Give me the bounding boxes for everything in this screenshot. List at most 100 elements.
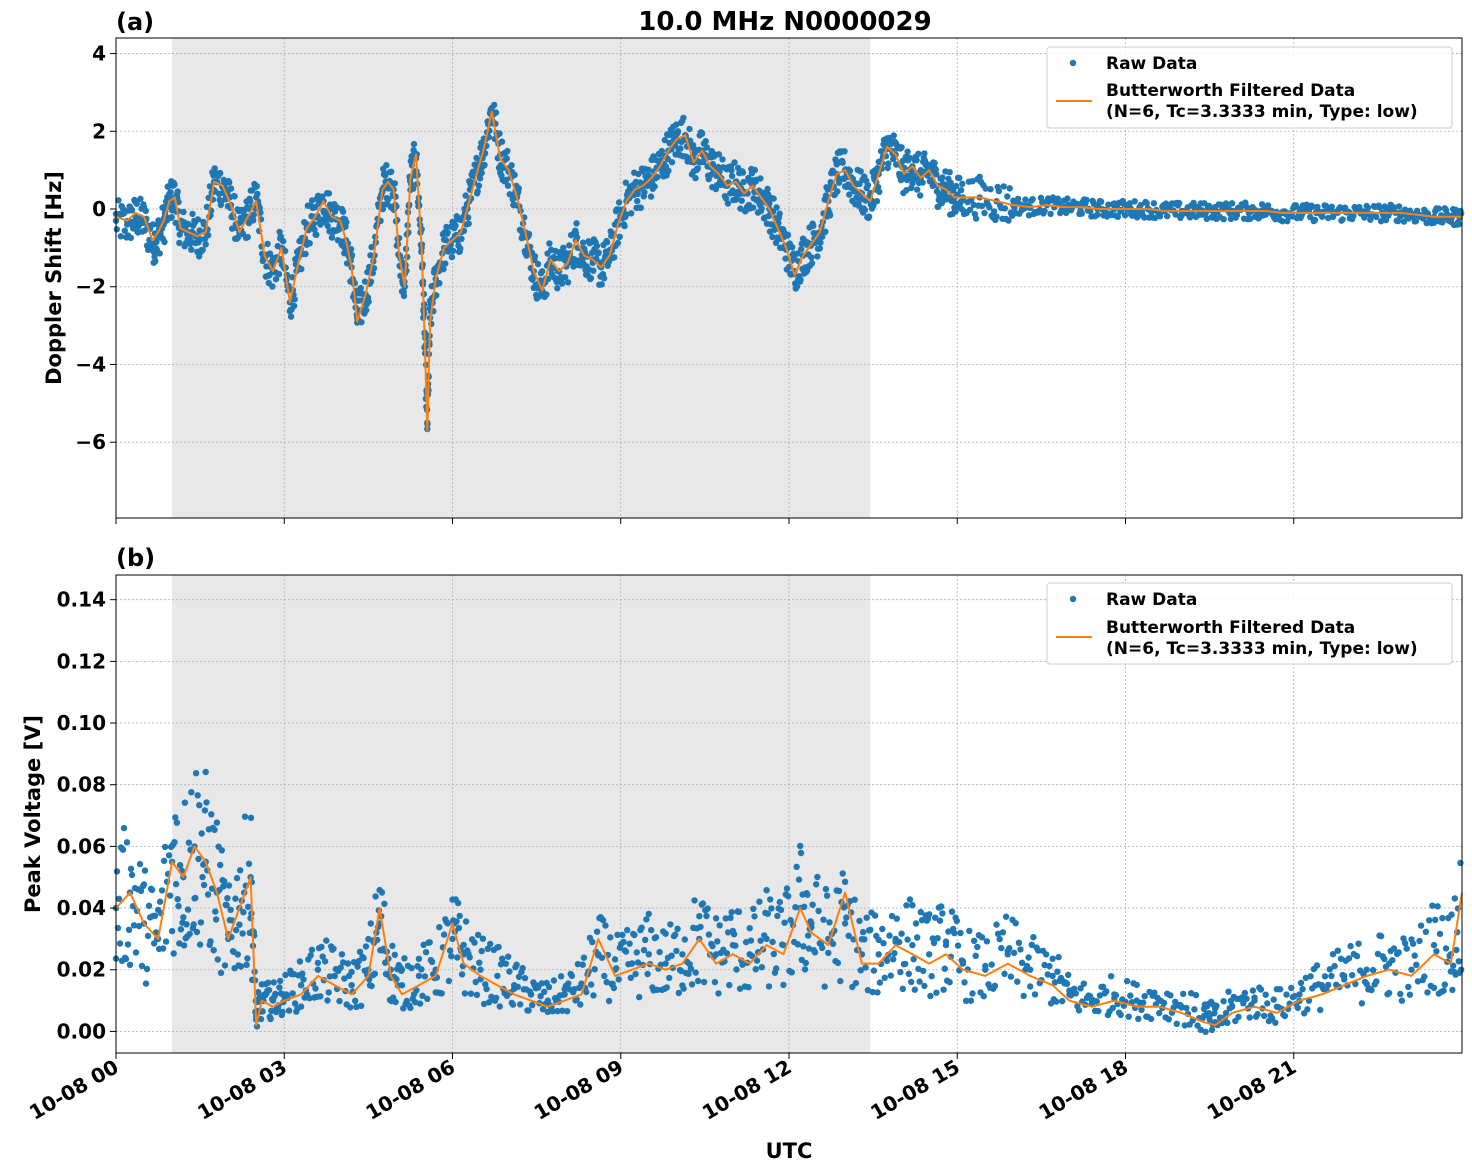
raw-data-point	[636, 993, 643, 1001]
raw-data-point	[483, 985, 490, 993]
raw-data-point	[816, 245, 823, 252]
raw-data-point	[780, 941, 787, 949]
raw-data-point	[270, 979, 277, 986]
raw-data-point	[691, 897, 698, 904]
raw-data-point	[1141, 993, 1148, 1000]
raw-data-point	[611, 956, 619, 963]
raw-data-point	[1457, 859, 1464, 867]
raw-data-point	[250, 211, 257, 218]
raw-data-point	[493, 994, 500, 1002]
raw-data-point	[652, 934, 660, 941]
raw-data-point	[871, 912, 879, 919]
raw-data-point	[344, 960, 352, 967]
raw-data-point	[1072, 990, 1080, 997]
raw-data-point	[289, 990, 296, 997]
raw-data-point	[180, 208, 187, 216]
raw-data-point	[176, 231, 183, 238]
raw-data-point	[124, 941, 132, 948]
raw-data-point	[879, 925, 886, 933]
raw-data-point	[571, 986, 578, 993]
raw-data-point	[808, 260, 816, 267]
x-tick-label: 10-08 06	[361, 1055, 459, 1125]
raw-data-point	[857, 967, 864, 974]
raw-data-point	[203, 799, 210, 806]
raw-data-point	[1442, 945, 1450, 952]
raw-data-point	[133, 200, 140, 207]
raw-data-point	[739, 169, 747, 176]
raw-data-point	[232, 895, 239, 902]
figure-title: 10.0 MHz N0000029	[638, 7, 931, 37]
raw-data-point	[787, 916, 794, 924]
raw-data-point	[1191, 1006, 1198, 1013]
raw-data-point	[565, 980, 572, 987]
raw-data-point	[990, 208, 998, 215]
raw-data-point	[1304, 1006, 1311, 1013]
raw-data-point	[789, 243, 796, 251]
raw-data-point	[474, 188, 481, 195]
raw-data-point	[217, 969, 225, 976]
raw-data-point	[903, 187, 910, 194]
raw-data-point	[917, 908, 924, 916]
raw-data-point	[175, 902, 182, 910]
raw-data-point	[904, 148, 911, 155]
raw-data-point	[616, 233, 623, 240]
raw-data-point	[969, 178, 976, 185]
raw-data-point	[654, 986, 661, 993]
raw-data-point	[492, 109, 500, 116]
raw-data-point	[1268, 1015, 1276, 1022]
raw-data-point	[1368, 986, 1375, 994]
raw-data-point	[508, 162, 515, 169]
raw-data-point	[783, 885, 791, 892]
raw-data-point	[1029, 196, 1036, 203]
raw-data-point	[1041, 207, 1048, 215]
raw-data-point	[1064, 195, 1071, 202]
raw-data-point	[589, 938, 596, 946]
raw-data-point	[511, 171, 518, 179]
raw-data-point	[795, 876, 803, 883]
raw-data-point	[1240, 1000, 1247, 1007]
raw-data-point	[1419, 215, 1427, 222]
raw-data-point	[1006, 185, 1013, 192]
raw-data-point	[961, 979, 968, 986]
raw-data-point	[595, 951, 602, 958]
raw-data-point	[781, 919, 788, 926]
raw-data-point	[711, 978, 719, 986]
raw-data-point	[593, 242, 601, 250]
raw-data-point	[291, 296, 298, 303]
raw-data-point	[980, 993, 987, 1000]
raw-data-point	[959, 180, 966, 187]
raw-data-point	[1347, 942, 1354, 950]
raw-data-point	[996, 935, 1003, 943]
raw-data-point	[1170, 1004, 1177, 1011]
raw-data-point	[496, 1003, 503, 1010]
legend-raw-marker-a	[1069, 59, 1077, 67]
x-tick-label: 10-08 09	[530, 1055, 628, 1125]
raw-data-point	[115, 197, 122, 204]
raw-data-point	[1352, 980, 1359, 988]
raw-data-point	[580, 954, 588, 961]
raw-data-point	[1353, 952, 1361, 960]
raw-data-point	[277, 977, 284, 985]
raw-data-point	[946, 169, 953, 176]
raw-data-point	[846, 191, 853, 198]
raw-data-point	[1385, 960, 1393, 967]
raw-data-point	[401, 955, 408, 962]
raw-data-point	[820, 916, 827, 923]
raw-data-point	[381, 900, 388, 907]
raw-data-point	[626, 940, 633, 947]
raw-data-point	[966, 206, 974, 213]
raw-data-point	[1434, 903, 1441, 910]
raw-data-point	[141, 867, 149, 874]
raw-data-point	[1430, 941, 1438, 949]
raw-data-point	[233, 874, 241, 882]
raw-data-point	[814, 253, 821, 260]
raw-data-point	[436, 280, 443, 287]
raw-data-point	[1202, 1028, 1209, 1036]
raw-data-point	[1307, 213, 1314, 221]
raw-data-point	[906, 896, 914, 903]
raw-data-point	[579, 239, 587, 246]
raw-data-point	[886, 932, 893, 939]
raw-data-point	[933, 989, 940, 996]
raw-data-point	[1262, 991, 1269, 998]
raw-data-point	[253, 194, 260, 201]
